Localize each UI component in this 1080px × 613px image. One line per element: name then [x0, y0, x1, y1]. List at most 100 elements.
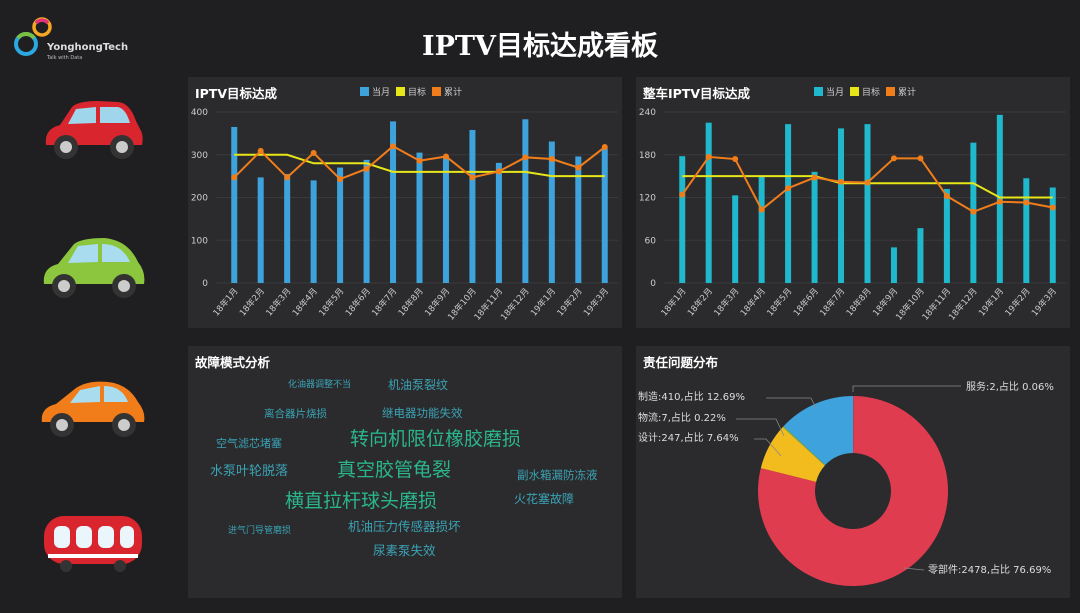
bar-current [917, 228, 924, 283]
x-tick-label: 18年8月 [396, 286, 426, 319]
orange-car-icon [41, 381, 145, 437]
y-tick-label: 300 [191, 151, 208, 161]
cumulative-point [917, 155, 924, 162]
bar-current [864, 124, 871, 283]
chart-legend[interactable]: 当月 目标 累计 [360, 85, 462, 98]
x-tick-label: 18年5月 [317, 286, 347, 319]
x-tick-label: 18年12月 [946, 286, 979, 323]
bar-current [442, 156, 449, 283]
cumulative-point [548, 156, 555, 163]
slice-label: 服务:2,占比 0.06% [966, 380, 1054, 393]
cumulative-point [337, 176, 344, 183]
legend-current[interactable]: 当月 [814, 85, 844, 98]
bar-current [495, 162, 502, 283]
bar-current [1023, 178, 1030, 283]
bar-current [231, 126, 238, 284]
word-cloud-term[interactable]: 离合器片烧损 [264, 408, 327, 420]
cumulative-point [943, 193, 950, 200]
cumulative-point [310, 150, 317, 157]
legend-cumulative[interactable]: 累计 [886, 85, 916, 98]
label-leader-line [903, 567, 925, 571]
bar-current [890, 247, 897, 283]
failure-mode-panel: 故障模式分析 化油器调整不当 机油泵裂纹 离合器片烧损 继电器功能失效 转向机限位橡胶磨… [188, 346, 622, 598]
y-tick-label: 240 [639, 108, 656, 118]
red-bus-icon [44, 516, 142, 572]
x-tick-label: 18年7月 [370, 286, 400, 319]
bar-current [469, 129, 476, 283]
pie-slice-物流 [782, 426, 826, 466]
y-tick-label: 400 [191, 108, 208, 118]
word-cloud-term[interactable]: 空气滤芯堵塞 [216, 437, 282, 450]
x-tick-label: 18年1月 [659, 286, 689, 319]
word-cloud-term[interactable]: 尿素泵失效 [373, 543, 436, 558]
responsibility-donut-chart: 服务:2,占比 0.06% 零部件:2478,占比 76.69% 设计:247,占比… [638, 380, 1054, 586]
cumulative-point [758, 206, 765, 213]
bar-current [522, 119, 529, 283]
bar-current [337, 167, 344, 283]
word-cloud-term[interactable]: 继电器功能失效 [382, 406, 463, 420]
chart-legend[interactable]: 当月 目标 累计 [814, 85, 916, 98]
x-tick-label: 18年6月 [791, 286, 821, 319]
y-tick-label: 0 [650, 279, 656, 289]
slice-label: 制造:410,占比 12.69% [638, 390, 745, 403]
y-tick-label: 180 [639, 151, 656, 161]
bar-current [390, 121, 397, 283]
label-leader-line [852, 385, 961, 392]
x-tick-label: 18年5月 [765, 286, 795, 319]
legend-cumulative[interactable]: 累计 [432, 85, 462, 98]
x-tick-label: 18年2月 [685, 286, 715, 319]
bar-current [943, 188, 950, 283]
bar-current [679, 156, 686, 283]
bar-current [363, 159, 370, 283]
x-tick-label: 18年4月 [290, 286, 320, 319]
y-tick-label: 60 [645, 236, 657, 246]
panel-title: 整车IPTV目标达成 [643, 86, 751, 101]
pie-slice-零部件 [758, 396, 948, 586]
logo-tagline: Talk with Data [47, 55, 83, 61]
cumulative-point [1023, 199, 1030, 206]
label-leader-line [766, 397, 817, 409]
bar-current [284, 173, 291, 283]
word-cloud-term[interactable]: 化油器调整不当 [288, 380, 352, 390]
cumulative-point [390, 143, 397, 150]
slice-label: 物流:7,占比 0.22% [638, 411, 726, 424]
word-cloud-term[interactable]: 机油泵裂纹 [388, 378, 449, 392]
legend-target[interactable]: 目标 [850, 85, 880, 98]
x-tick-label: 19年2月 [1003, 286, 1033, 319]
word-cloud-term[interactable]: 横直拉杆球头磨损 [285, 490, 438, 512]
word-cloud-term[interactable]: 水泵叶轮脱落 [210, 464, 289, 479]
word-cloud-term[interactable]: 机油压力传感器损坏 [348, 519, 461, 534]
word-cloud-term[interactable]: 进气门导管磨损 [228, 526, 292, 536]
word-cloud-term[interactable]: 真空胶管龟裂 [337, 459, 452, 481]
iptv-target-chart: 010020030040018年1月18年2月18年3月18年4月18年5月18… [191, 108, 618, 323]
cumulative-point [363, 165, 370, 172]
bar-current [416, 152, 423, 283]
y-tick-label: 200 [191, 194, 208, 204]
word-cloud-term[interactable]: 火花塞故障 [514, 492, 575, 506]
x-tick-label: 19年3月 [581, 286, 611, 319]
cumulative-point [679, 191, 686, 198]
logo-text: YonghongTech [47, 42, 129, 53]
logo-rings-icon [14, 17, 52, 56]
cumulative-point [838, 178, 845, 185]
cumulative-point [970, 208, 977, 215]
bar-current [310, 180, 317, 283]
x-tick-label: 18年3月 [264, 286, 294, 319]
legend-target[interactable]: 目标 [396, 85, 426, 98]
bar-current [601, 148, 608, 283]
bar-current [785, 124, 792, 283]
panel-title: 责任问题分布 [643, 355, 719, 370]
x-tick-label: 19年3月 [1029, 286, 1059, 319]
cumulative-point [442, 153, 449, 160]
vehicle-iptv-target-chart: 06012018024018年1月18年2月18年3月18年4月18年5月18年… [639, 108, 1066, 323]
word-cloud-term[interactable]: 转向机限位橡胶磨损 [350, 428, 522, 450]
bar-current [705, 122, 712, 283]
cumulative-point [522, 154, 529, 161]
y-tick-label: 100 [191, 236, 208, 246]
cumulative-point [785, 185, 792, 192]
word-cloud-term[interactable]: 副水箱漏防冻液 [517, 468, 598, 482]
cumulative-point [705, 153, 712, 160]
pie-slice-设计 [760, 427, 825, 482]
legend-current[interactable]: 当月 [360, 85, 390, 98]
label-leader-line [754, 438, 782, 457]
